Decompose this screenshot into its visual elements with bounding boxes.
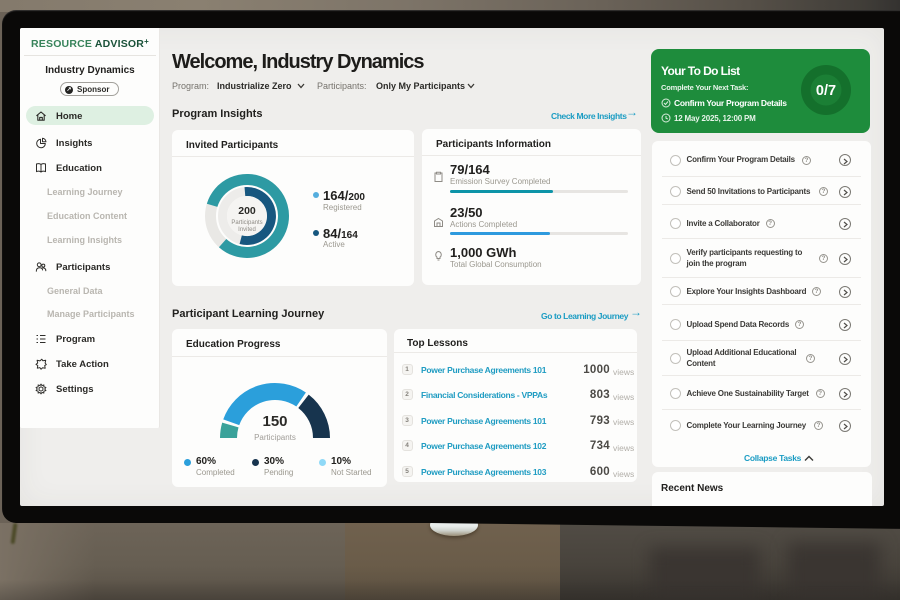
svg-text:200: 200 <box>238 205 256 217</box>
svg-text:Participants: Participants <box>231 220 262 226</box>
svg-text:0/7: 0/7 <box>816 83 836 99</box>
svg-text:Invited: Invited <box>238 227 256 233</box>
svg-text:Participants: Participants <box>254 433 296 442</box>
svg-text:150: 150 <box>262 413 287 430</box>
